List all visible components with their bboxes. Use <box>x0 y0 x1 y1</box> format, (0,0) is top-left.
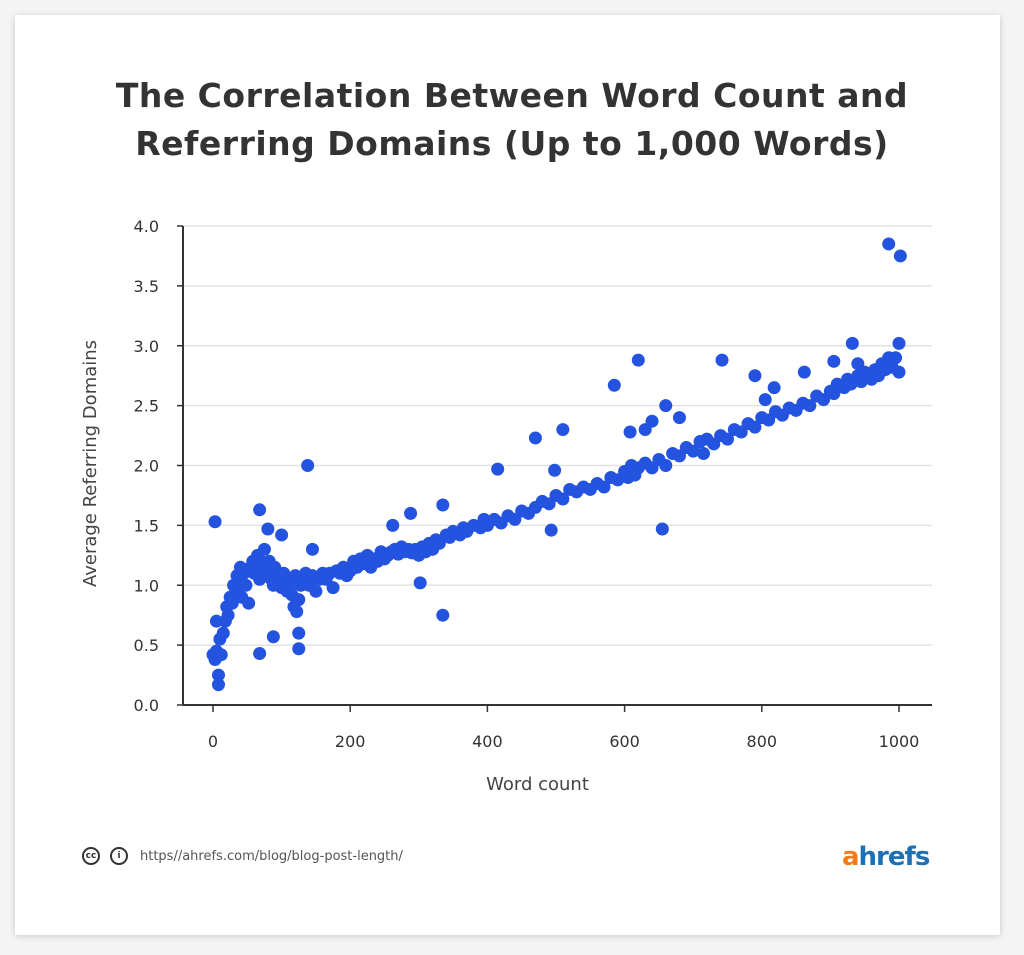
data-point <box>292 626 306 640</box>
data-point <box>214 648 228 662</box>
y-tick-label: 1.0 <box>134 576 159 595</box>
data-point <box>436 498 450 512</box>
data-point <box>645 414 659 428</box>
data-point <box>211 668 225 682</box>
data-point <box>655 522 669 536</box>
data-point <box>528 431 542 445</box>
creative-commons-icon: cc <box>82 847 100 865</box>
title-line-2: Referring Domains (Up to 1,000 Words) <box>135 124 889 163</box>
ahrefs-logo: ahrefs <box>842 842 931 872</box>
data-point <box>292 642 306 656</box>
data-point <box>803 399 817 413</box>
data-point <box>326 581 340 595</box>
data-point <box>748 369 762 383</box>
data-point <box>221 608 235 622</box>
y-axis-label: Average Referring Domains <box>80 340 101 587</box>
data-point <box>889 351 903 365</box>
data-point <box>672 411 686 425</box>
data-point <box>851 357 865 371</box>
data-point <box>305 542 319 556</box>
y-tick-label: 0.0 <box>134 696 159 715</box>
data-point <box>261 522 275 536</box>
chart-title: The Correlation Between Word Count and R… <box>0 72 1024 168</box>
data-point <box>257 542 271 556</box>
data-point <box>758 393 772 407</box>
data-point <box>827 354 841 368</box>
x-tick-label: 1000 <box>879 732 920 751</box>
data-point <box>659 399 673 413</box>
y-tick-label: 2.0 <box>134 457 159 476</box>
data-point <box>404 506 418 520</box>
y-tick-label: 3.0 <box>134 337 159 356</box>
data-point <box>253 503 267 517</box>
data-point <box>309 584 323 598</box>
data-point <box>845 336 859 350</box>
data-point <box>882 237 896 251</box>
y-tick-label: 3.5 <box>134 277 159 296</box>
data-point <box>659 459 673 472</box>
y-tick-label: 2.5 <box>134 397 159 416</box>
attribution-icon: i <box>110 847 128 865</box>
data-point <box>413 576 427 590</box>
data-point <box>208 515 222 529</box>
data-point <box>696 447 710 461</box>
data-point <box>797 365 811 379</box>
data-point <box>292 593 306 607</box>
data-point <box>607 378 621 392</box>
x-tick-label: 0 <box>208 732 218 751</box>
y-tick-label: 0.5 <box>134 636 159 655</box>
data-point <box>892 336 906 350</box>
data-point <box>892 365 906 379</box>
x-axis-label: Word count <box>486 774 589 795</box>
data-point <box>216 626 230 640</box>
data-point <box>211 678 225 692</box>
data-point <box>266 630 280 644</box>
data-point <box>436 608 450 622</box>
data-point <box>239 578 253 592</box>
data-point <box>721 432 734 446</box>
data-point <box>290 605 304 619</box>
data-point <box>242 596 256 610</box>
chart-card <box>15 15 1000 935</box>
data-point <box>893 249 907 263</box>
logo-rest: hrefs <box>858 842 931 872</box>
data-point <box>225 596 239 610</box>
x-tick-label: 200 <box>335 732 366 751</box>
data-point <box>623 425 637 439</box>
data-point <box>556 423 570 437</box>
data-point <box>631 353 645 367</box>
data-point <box>275 528 289 542</box>
data-point <box>301 459 315 472</box>
x-tick-label: 800 <box>747 732 778 751</box>
title-line-1: The Correlation Between Word Count and <box>115 76 909 115</box>
data-point <box>386 518 400 532</box>
y-tick-label: 1.5 <box>134 516 159 535</box>
data-point <box>597 480 611 494</box>
data-point <box>548 463 562 477</box>
x-tick-label: 400 <box>472 732 503 751</box>
data-point <box>767 381 781 395</box>
data-point <box>284 578 298 592</box>
data-point <box>253 647 267 661</box>
y-tick-label: 4.0 <box>134 217 159 236</box>
data-point <box>686 444 700 458</box>
data-point <box>544 523 558 537</box>
logo-a: a <box>842 842 860 872</box>
data-point <box>491 462 505 476</box>
data-point <box>556 492 570 506</box>
source-url[interactable]: https//ahrefs.com/blog/blog-post-length/ <box>140 849 403 864</box>
x-tick-label: 600 <box>609 732 640 751</box>
data-point <box>209 614 223 628</box>
data-point <box>715 353 729 367</box>
data-point <box>748 420 762 434</box>
